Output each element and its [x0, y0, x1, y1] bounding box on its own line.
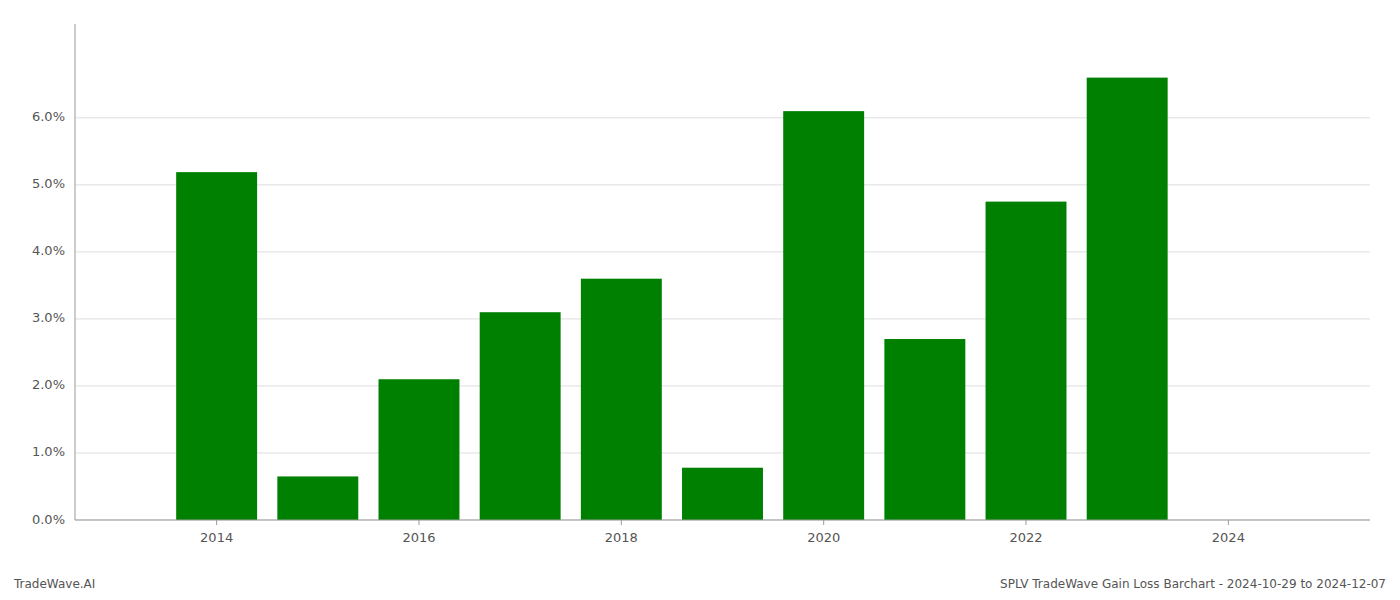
x-tick — [216, 520, 217, 525]
y-tick-label: 6.0% — [32, 109, 65, 124]
bar — [176, 172, 257, 520]
bar — [277, 476, 358, 520]
bar — [480, 312, 561, 520]
x-axis: 2014 2016 2018 2020 2022 2024 — [200, 520, 1245, 545]
x-tick — [621, 520, 622, 525]
bar — [986, 202, 1067, 520]
y-axis-line — [75, 24, 76, 520]
x-tick — [418, 520, 419, 525]
chart: 0.0% 1.0% 2.0% 3.0% 4.0% 5.0% 6.0% 2014 2016 2018… — [0, 0, 1400, 600]
bars — [176, 78, 1167, 520]
x-axis-line — [75, 520, 1370, 521]
y-tick-label: 1.0% — [32, 444, 65, 459]
x-tick-label: 2022 — [1009, 530, 1042, 545]
grid-line — [75, 385, 1370, 386]
x-tick-label: 2020 — [807, 530, 840, 545]
x-tick-label: 2014 — [200, 530, 233, 545]
x-tick — [823, 520, 824, 525]
bar — [581, 279, 662, 520]
y-tick-label: 5.0% — [32, 176, 65, 191]
y-tick-label: 4.0% — [32, 243, 65, 258]
bar — [884, 339, 965, 520]
chart-container: 0.0% 1.0% 2.0% 3.0% 4.0% 5.0% 6.0% 2014 2016 2018… — [0, 0, 1400, 600]
y-tick-label: 2.0% — [32, 377, 65, 392]
y-tick-label: 0.0% — [32, 512, 65, 527]
grid-line — [75, 520, 1370, 521]
grid-line — [75, 117, 1370, 118]
footer-right: SPLV TradeWave Gain Loss Barchart - 2024… — [1000, 577, 1386, 591]
y-axis: 0.0% 1.0% 2.0% 3.0% 4.0% 5.0% 6.0% — [32, 109, 65, 526]
grid-line — [75, 318, 1370, 319]
grid-line — [75, 184, 1370, 185]
x-tick — [1228, 520, 1229, 525]
grid — [75, 118, 1370, 520]
bar — [1087, 78, 1168, 520]
x-tick — [1026, 520, 1027, 525]
grid-line — [75, 251, 1370, 252]
bar — [682, 468, 763, 520]
bar — [783, 111, 864, 520]
x-tick-label: 2016 — [402, 530, 435, 545]
x-tick-label: 2018 — [605, 530, 638, 545]
grid-line — [75, 452, 1370, 453]
footer-left: TradeWave.AI — [13, 577, 95, 591]
y-tick-label: 3.0% — [32, 310, 65, 325]
bar — [379, 379, 460, 520]
x-tick-label: 2024 — [1212, 530, 1245, 545]
